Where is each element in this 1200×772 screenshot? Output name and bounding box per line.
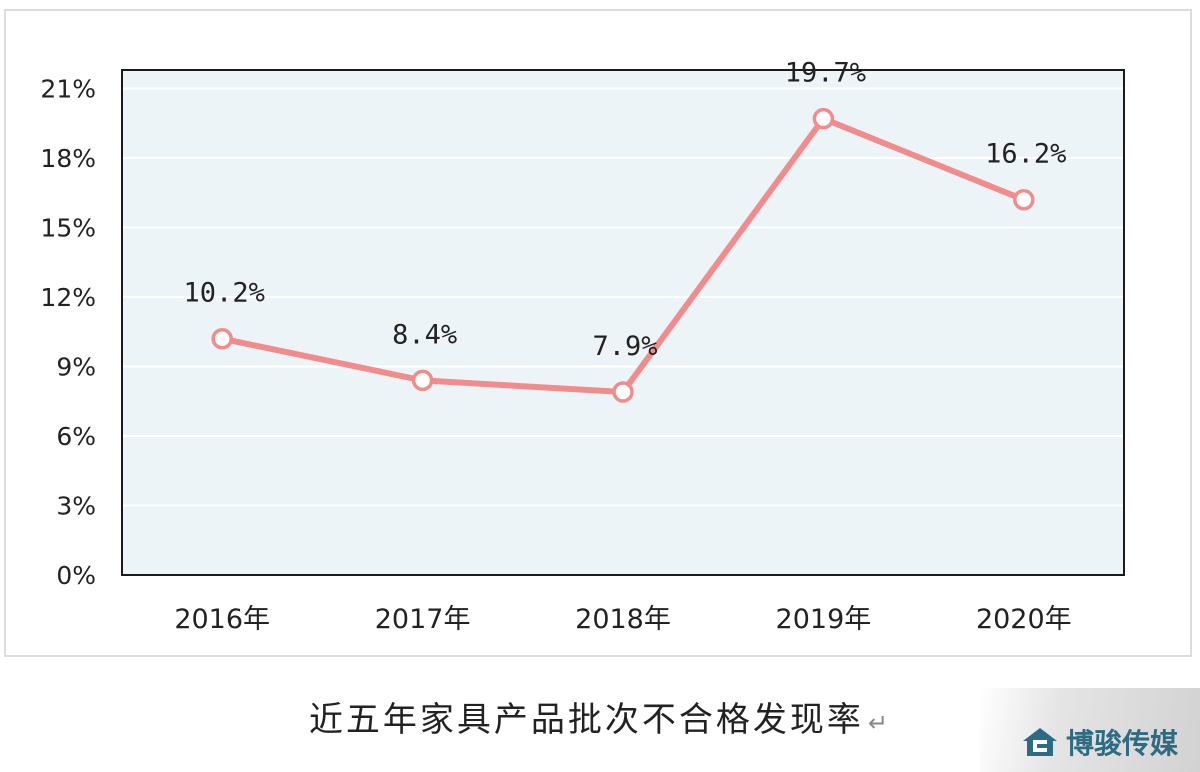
y-axis-ticks: 0% 3% 6% 9% 12% 15% 18% 21%: [40, 75, 96, 590]
x-tick-label: 2020年: [976, 604, 1072, 635]
data-point: [612, 381, 634, 403]
data-label: 7.9%: [592, 331, 657, 362]
chart-caption: 近五年家具产品批次不合格发现率 ↵: [0, 692, 1200, 741]
y-tick-label: 15%: [40, 214, 96, 243]
gridlines: [122, 87, 1124, 507]
data-label: 19.7%: [785, 58, 866, 89]
data-point: [1013, 188, 1035, 211]
watermark-text: 博骏传媒: [1065, 727, 1178, 760]
data-label: 8.4%: [392, 319, 457, 350]
plot-border: [121, 69, 1125, 576]
line-chart: 0% 3% 6% 9% 12% 15% 18% 21% 2016年 2017年 2018年 2019…: [40, 58, 1125, 635]
y-tick-label: 12%: [40, 283, 96, 312]
x-tick-label: 2018年: [575, 604, 671, 635]
y-tick-label: 21%: [40, 75, 96, 104]
data-labels: 10.2% 8.4% 7.9% 19.7% 16.2%: [184, 58, 1067, 362]
y-tick-label: 6%: [56, 422, 96, 451]
house-logo-icon: [1022, 728, 1057, 756]
data-series: [211, 107, 1035, 403]
watermark: 博骏传媒: [980, 688, 1200, 772]
return-mark-icon: ↵: [867, 709, 892, 737]
y-tick-label: 0%: [56, 561, 96, 590]
data-point: [411, 369, 434, 392]
data-label: 16.2%: [985, 139, 1066, 170]
x-tick-label: 2017年: [375, 604, 471, 635]
y-tick-label: 3%: [56, 492, 96, 521]
data-label: 10.2%: [184, 278, 265, 309]
plot-area: [122, 70, 1124, 575]
watermark-logo: 博骏传媒: [1020, 722, 1178, 762]
data-point: [812, 107, 835, 130]
y-tick-label: 9%: [56, 353, 96, 382]
y-tick-label: 18%: [40, 144, 96, 173]
x-tick-label: 2019年: [776, 604, 872, 635]
data-point: [211, 327, 233, 350]
caption-text: 近五年家具产品批次不合格发现率: [308, 700, 864, 740]
x-axis-ticks: 2016年 2017年 2018年 2019年 2020年: [174, 604, 1071, 635]
x-tick-label: 2016年: [174, 604, 270, 635]
